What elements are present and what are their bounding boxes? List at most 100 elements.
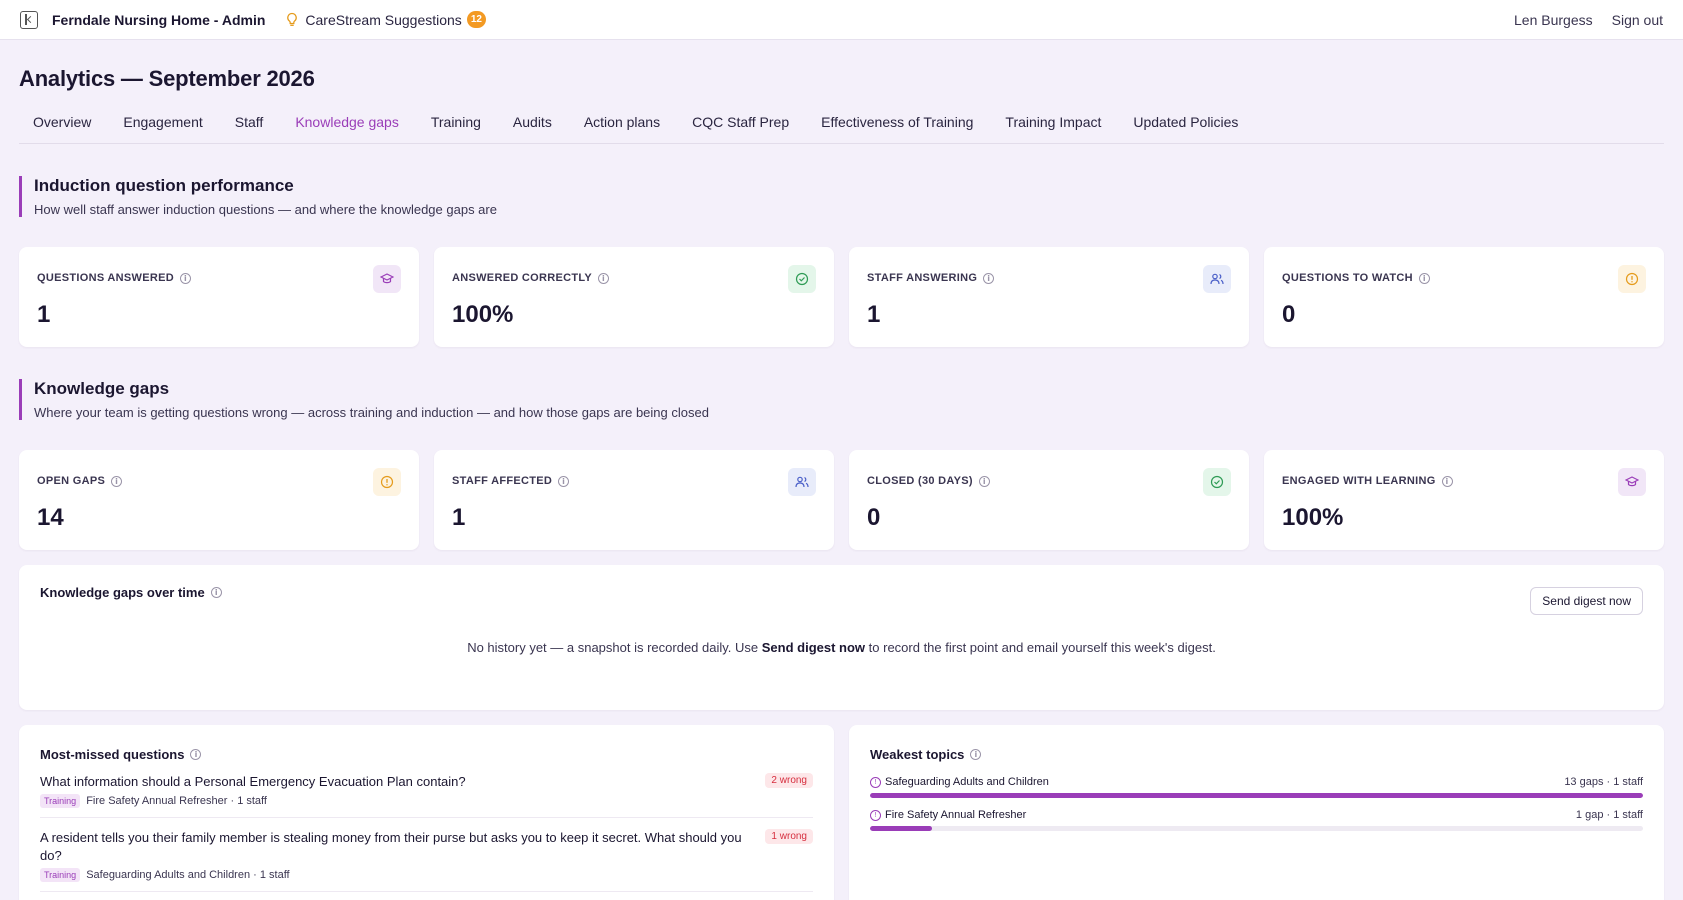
question-meta: Training Fire Safety Annual Refresher · 1…: [40, 794, 743, 808]
user-name: Len Burgess: [1514, 11, 1593, 28]
topic-row[interactable]: ! Fire Safety Annual Refresher 1 gap · 1…: [870, 809, 1643, 831]
topic-progress-track: [870, 793, 1643, 798]
bottom-panels: Most-missed questions i What information …: [19, 725, 1664, 900]
panel-title-text: Weakest topics: [870, 747, 965, 762]
stat-card-answered-correctly: ANSWERED CORRECTLY i 100%: [434, 247, 834, 347]
panel-title: Knowledge gaps over time i: [40, 585, 1643, 600]
category-tag: Training: [40, 794, 81, 808]
suggestions-label: CareStream Suggestions: [305, 11, 462, 28]
stat-card-questions-answered: QUESTIONS ANSWERED i 1: [19, 247, 419, 347]
empty-message-text: to record the first point and email your…: [865, 640, 1216, 655]
empty-message-text: No history yet — a snapshot is recorded …: [467, 640, 762, 655]
stat-card-value: 1: [37, 301, 51, 328]
info-icon[interactable]: i: [978, 475, 990, 487]
graduation-cap-icon: [1618, 468, 1646, 496]
stat-card-label-text: ANSWERED CORRECTLY: [452, 272, 593, 284]
users-icon: [1203, 265, 1231, 293]
category-tag: Training: [40, 868, 81, 882]
topic-alert-icon: !: [870, 809, 881, 821]
tab-knowledge-gaps[interactable]: Knowledge gaps: [295, 114, 399, 130]
stat-card-label: STAFF ANSWERING i: [867, 272, 1231, 284]
page-title: Analytics — September 2026: [19, 66, 315, 91]
alert-circle-icon: [1618, 265, 1646, 293]
stat-card-value: 0: [867, 504, 881, 531]
knowledge-gaps-stat-cards: OPEN GAPS i 14 STAFF AFFECTED i 1 CLOSED (…: [19, 450, 1664, 550]
stat-card-engaged-with-learning: ENGAGED WITH LEARNING i 100%: [1264, 450, 1664, 550]
tab-cqc-staff-prep[interactable]: CQC Staff Prep: [692, 114, 790, 130]
topic-name: Fire Safety Annual Refresher: [885, 809, 1027, 821]
tab-training[interactable]: Training: [430, 114, 481, 130]
question-meta-text: Safeguarding Adults and Children · 1 sta…: [86, 869, 290, 881]
knowledge-gaps-over-time-panel: Knowledge gaps over time i Send digest no…: [19, 565, 1664, 710]
info-icon[interactable]: i: [111, 475, 123, 487]
topic-stat: 1 gap · 1 staff: [1575, 809, 1643, 821]
info-icon[interactable]: i: [598, 272, 610, 284]
list-item[interactable]: What information should a Personal Emerg…: [40, 762, 813, 818]
info-icon[interactable]: i: [180, 272, 192, 284]
tab-action-plans[interactable]: Action plans: [583, 114, 661, 130]
send-digest-button[interactable]: Send digest now: [1530, 587, 1643, 615]
info-icon[interactable]: i: [970, 749, 982, 760]
suggestions-link[interactable]: CareStream Suggestions 12: [285, 11, 486, 28]
tab-updated-policies[interactable]: Updated Policies: [1133, 114, 1239, 130]
info-icon[interactable]: i: [1441, 475, 1453, 487]
stat-card-open-gaps: OPEN GAPS i 14: [19, 450, 419, 550]
info-icon[interactable]: i: [983, 272, 995, 284]
info-icon[interactable]: i: [558, 475, 570, 487]
tab-training-impact[interactable]: Training Impact: [1005, 114, 1102, 130]
stat-card-label-text: CLOSED (30 DAYS): [867, 475, 973, 487]
panel-title-text: Most-missed questions: [40, 747, 185, 762]
lightbulb-icon: [287, 12, 298, 26]
stat-card-value: 1: [452, 504, 466, 531]
panel-title: Most-missed questions i: [40, 747, 813, 762]
app-title: Ferndale Nursing Home - Admin: [52, 11, 266, 28]
weakest-topics-panel: Weakest topics i ! Safeguarding Adults an…: [849, 725, 1664, 900]
tab-overview[interactable]: Overview: [33, 114, 92, 130]
empty-message-bold: Send digest now: [761, 640, 866, 655]
info-icon[interactable]: i: [210, 587, 222, 598]
question-meta: Training Safeguarding Adults and Children…: [40, 868, 743, 882]
topic-stat: 13 gaps · 1 staff: [1564, 776, 1643, 788]
info-icon[interactable]: i: [190, 749, 202, 760]
stat-card-value: 100%: [1282, 504, 1344, 531]
stat-card-questions-to-watch: QUESTIONS TO WATCH i 0: [1264, 247, 1664, 347]
users-icon: [788, 468, 816, 496]
stat-card-label: QUESTIONS TO WATCH i: [1282, 272, 1646, 284]
stat-card-closed-30-days: CLOSED (30 DAYS) i 0: [849, 450, 1249, 550]
list-item[interactable]: A resident tells you their family member…: [40, 818, 813, 892]
stat-card-label: OPEN GAPS i: [37, 475, 401, 487]
info-icon[interactable]: i: [1418, 272, 1430, 284]
most-missed-questions-panel: Most-missed questions i What information …: [19, 725, 834, 900]
panel-title: Weakest topics i: [870, 747, 1643, 762]
induction-section-header: Induction question performance How well …: [19, 176, 1664, 217]
tab-effectiveness-of-training[interactable]: Effectiveness of Training: [821, 114, 974, 130]
alert-circle-icon: [373, 468, 401, 496]
stat-card-value: 100%: [452, 301, 514, 328]
stat-card-value: 0: [1282, 301, 1296, 328]
suggestions-count-badge: 12: [466, 11, 486, 28]
stat-card-value: 1: [867, 301, 881, 328]
tab-engagement[interactable]: Engagement: [123, 114, 203, 130]
topic-name: Safeguarding Adults and Children: [885, 776, 1049, 788]
tab-audits[interactable]: Audits: [512, 114, 552, 130]
sign-out-link[interactable]: Sign out: [1611, 11, 1663, 28]
sidebar-toggle-icon[interactable]: [20, 10, 38, 29]
check-circle-icon: [1203, 468, 1231, 496]
topic-row[interactable]: ! Safeguarding Adults and Children 13 ga…: [870, 776, 1643, 798]
graduation-cap-icon: [373, 265, 401, 293]
induction-section-title: Induction question performance: [34, 176, 294, 195]
question-text: What information should a Personal Emerg…: [40, 774, 466, 789]
panel-title-text: Knowledge gaps over time: [40, 585, 205, 600]
check-circle-icon: [788, 265, 816, 293]
stat-card-label: ANSWERED CORRECTLY i: [452, 272, 816, 284]
tab-bar: Overview Engagement Staff Knowledge gaps…: [19, 114, 1664, 144]
knowledge-gaps-section-subtitle: Where your team is getting questions wro…: [34, 405, 709, 420]
question-meta-text: Fire Safety Annual Refresher · 1 staff: [86, 795, 267, 807]
tab-staff[interactable]: Staff: [234, 114, 264, 130]
topic-alert-icon: !: [870, 776, 881, 788]
stat-card-label: STAFF AFFECTED i: [452, 475, 816, 487]
top-bar: Ferndale Nursing Home - Admin CareStream…: [0, 0, 1683, 40]
stat-card-value: 14: [37, 504, 64, 531]
stat-card-label-text: OPEN GAPS: [37, 475, 106, 487]
stat-card-staff-answering: STAFF ANSWERING i 1: [849, 247, 1249, 347]
